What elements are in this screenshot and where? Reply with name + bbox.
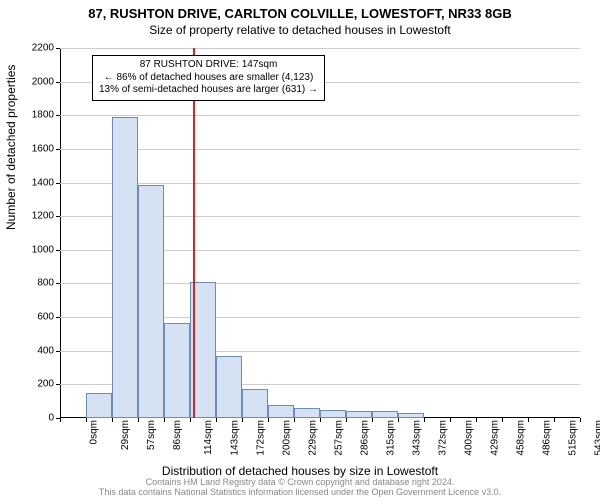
y-tick-label: 400 [37,345,54,356]
x-tick-mark [346,418,347,422]
histogram-bar [112,117,138,418]
y-tick-label: 200 [37,379,54,390]
x-tick-label: 286sqm [360,420,371,456]
x-tick-label: 86sqm [172,420,183,450]
y-tick-label: 1000 [32,244,54,255]
x-tick-mark [424,418,425,422]
y-tick-mark [56,82,60,83]
grid-line [60,48,580,49]
callout-line-1: 87 RUSHTON DRIVE: 147sqm [99,59,318,72]
x-tick-mark [450,418,451,422]
y-tick-mark [56,48,60,49]
histogram-plot: 0200400600800100012001400160018002000220… [60,48,580,418]
x-tick-label: 315sqm [386,420,397,456]
footer-attribution: Contains HM Land Registry data © Crown c… [0,478,600,498]
x-tick-label: 114sqm [203,420,214,455]
histogram-bar [320,410,346,418]
callout-line-3: 13% of semi-detached houses are larger (… [99,84,318,97]
x-tick-label: 172sqm [256,420,267,456]
x-tick-mark [216,418,217,422]
y-tick-label: 1600 [32,143,54,154]
x-tick-label: 143sqm [230,420,241,456]
x-tick-mark [190,418,191,422]
histogram-bar [86,393,112,418]
histogram-bar [164,323,190,418]
y-tick-mark [56,283,60,284]
y-tick-mark [56,149,60,150]
footer-line-2: This data contains National Statistics i… [0,488,600,498]
y-tick-mark [56,183,60,184]
x-tick-mark [294,418,295,422]
x-tick-label: 543sqm [594,420,600,456]
x-tick-mark [554,418,555,422]
x-tick-mark [60,418,61,422]
grid-line [60,149,580,150]
histogram-bar [372,411,398,418]
x-tick-mark [528,418,529,422]
y-tick-mark [56,250,60,251]
reference-line [193,48,195,418]
x-tick-mark [502,418,503,422]
x-tick-label: 257sqm [334,420,345,456]
grid-line [60,183,580,184]
x-tick-label: 200sqm [282,420,293,456]
histogram-bar [242,389,268,418]
x-tick-label: 343sqm [412,420,423,456]
x-tick-mark [268,418,269,422]
histogram-bar [216,356,242,418]
y-tick-label: 1200 [32,211,54,222]
histogram-bar [346,411,372,418]
y-tick-mark [56,115,60,116]
x-tick-label: 458sqm [516,420,527,456]
callout-line-2: ← 86% of detached houses are smaller (4,… [99,72,318,85]
x-tick-label: 57sqm [146,420,157,450]
histogram-bar [294,408,320,418]
y-tick-mark [56,351,60,352]
x-tick-label: 515sqm [568,420,579,456]
histogram-bar [138,185,164,418]
y-tick-label: 2000 [32,76,54,87]
y-tick-label: 0 [48,413,54,424]
x-tick-mark [398,418,399,422]
reference-callout: 87 RUSHTON DRIVE: 147sqm ← 86% of detach… [92,55,325,101]
x-tick-label: 0sqm [88,420,99,444]
x-tick-mark [320,418,321,422]
y-tick-mark [56,384,60,385]
x-tick-label: 372sqm [438,420,449,456]
x-tick-mark [138,418,139,422]
chart-title-main: 87, RUSHTON DRIVE, CARLTON COLVILLE, LOW… [0,0,600,21]
y-axis-label: Number of detached properties [4,65,18,230]
chart-title-sub: Size of property relative to detached ho… [0,21,600,37]
histogram-bar [268,405,294,418]
x-tick-label: 429sqm [490,420,501,456]
y-tick-mark [56,216,60,217]
x-tick-mark [580,418,581,422]
x-tick-mark [242,418,243,422]
y-tick-label: 1400 [32,177,54,188]
y-tick-label: 1800 [32,110,54,121]
x-tick-mark [112,418,113,422]
y-tick-label: 2200 [32,43,54,54]
x-tick-label: 29sqm [120,420,131,450]
y-tick-label: 800 [37,278,54,289]
x-axis-label: Distribution of detached houses by size … [0,464,600,478]
y-axis-line [60,48,61,418]
x-tick-mark [476,418,477,422]
x-tick-label: 400sqm [464,420,475,456]
x-tick-label: 229sqm [308,420,319,456]
y-tick-mark [56,317,60,318]
x-tick-mark [86,418,87,422]
y-tick-label: 600 [37,312,54,323]
grid-line [60,115,580,116]
x-tick-mark [372,418,373,422]
x-tick-mark [164,418,165,422]
x-tick-label: 486sqm [542,420,553,456]
histogram-bar [398,413,424,418]
